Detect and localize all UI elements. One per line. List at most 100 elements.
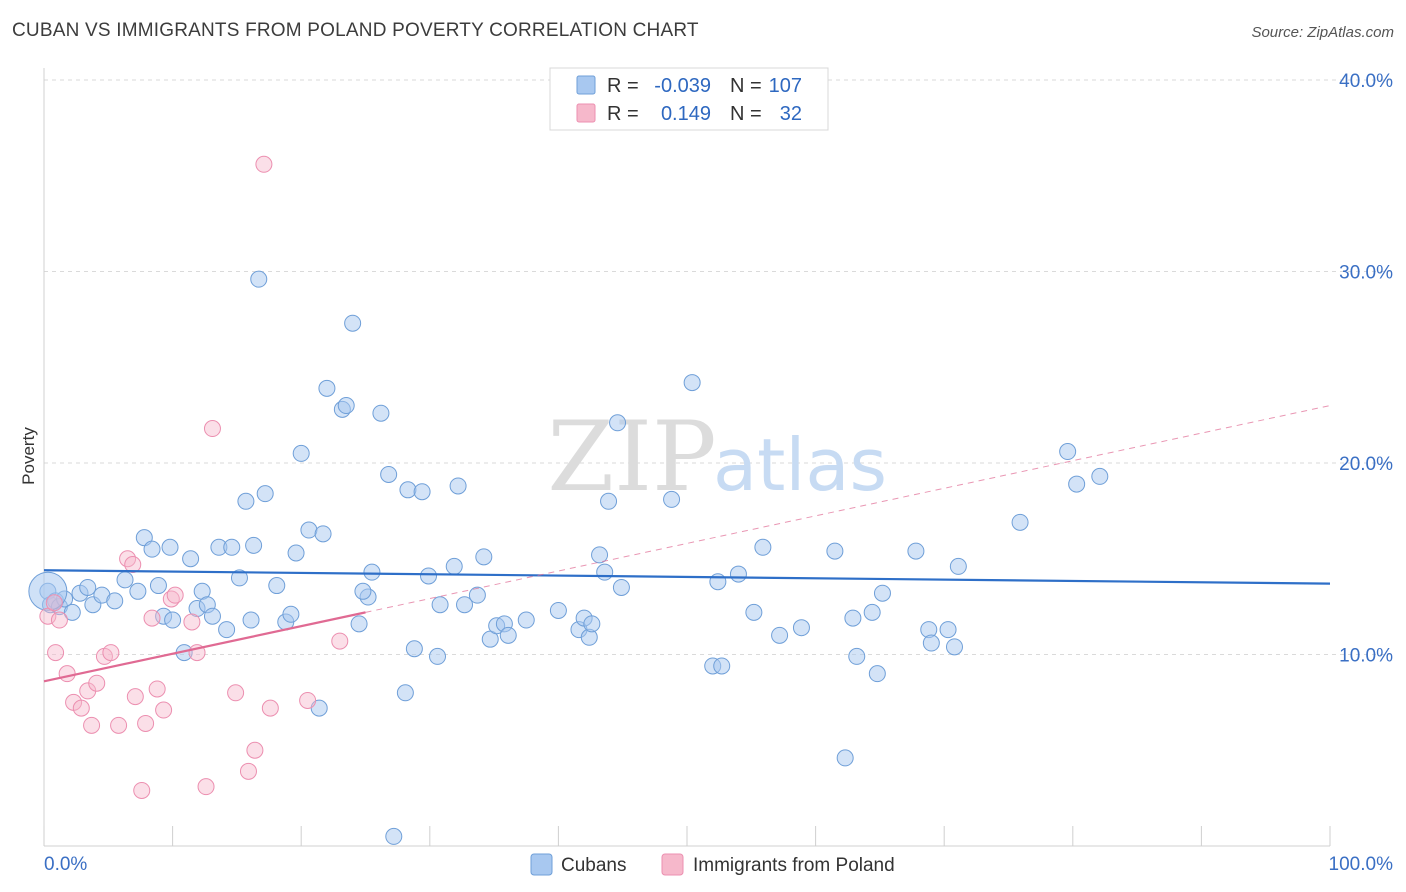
point-cubans: [429, 647, 447, 665]
point-cubans: [517, 611, 535, 629]
point-cubans: [863, 603, 881, 621]
point-cubans: [449, 477, 467, 495]
point-cubans: [292, 444, 310, 462]
point-cubans: [499, 626, 517, 644]
point-poland: [197, 778, 215, 796]
point-cubans: [549, 601, 567, 619]
point-poland: [299, 691, 317, 709]
point-cubans: [456, 596, 474, 614]
point-cubans: [396, 684, 414, 702]
chart-title: CUBAN VS IMMIGRANTS FROM POLAND POVERTY …: [12, 20, 699, 41]
point-cubans: [754, 538, 772, 556]
y-tick-label: 10.0%: [1339, 646, 1393, 667]
watermark-atlas: atlas: [713, 423, 887, 507]
point-cubans: [282, 605, 300, 623]
legend-r-label-1: R =: [607, 75, 639, 97]
point-poland: [110, 716, 128, 734]
point-cubans: [836, 749, 854, 767]
point-poland: [246, 741, 264, 759]
point-cubans: [405, 640, 423, 658]
point-cubans: [1011, 513, 1029, 531]
point-cubans: [792, 619, 810, 637]
legend-n-value-1: 107: [769, 75, 802, 97]
point-cubans: [63, 603, 81, 621]
y-tick-label: 30.0%: [1339, 263, 1393, 284]
point-cubans: [250, 270, 268, 288]
point-poland: [239, 762, 257, 780]
point-cubans: [385, 827, 403, 845]
point-poland: [126, 688, 144, 706]
point-cubans: [475, 548, 493, 566]
point-cubans: [256, 485, 274, 503]
bottom-legend-label-cubans: Cubans: [561, 855, 627, 876]
point-poland: [255, 155, 273, 173]
point-cubans: [1068, 475, 1086, 493]
point-cubans: [245, 536, 263, 554]
point-cubans: [79, 578, 97, 596]
point-cubans: [143, 540, 161, 558]
point-cubans: [106, 592, 124, 610]
point-cubans: [922, 634, 940, 652]
point-cubans: [344, 314, 362, 332]
point-cubans: [218, 621, 236, 639]
x-tick-labels: 0.0% 100.0%: [44, 854, 1393, 875]
point-cubans: [354, 582, 372, 600]
grid-lines: [44, 79, 1392, 655]
y-tick-labels: 10.0% 20.0% 30.0% 40.0%: [1339, 71, 1393, 667]
point-cubans: [242, 611, 260, 629]
top-legend: R = -0.039 N = 107 R = 0.149 N = 32: [549, 67, 829, 131]
point-poland: [102, 644, 120, 662]
point-cubans: [844, 609, 862, 627]
point-poland: [124, 555, 142, 573]
point-cubans: [1091, 467, 1109, 485]
point-cubans: [729, 565, 747, 583]
y-tick-label: 40.0%: [1339, 71, 1393, 92]
bottom-legend-label-poland: Immigrants from Poland: [693, 855, 895, 876]
watermark-zip: ZIP: [547, 401, 716, 513]
y-tick-label: 20.0%: [1339, 454, 1393, 475]
point-cubans: [350, 615, 368, 633]
point-cubans: [129, 582, 147, 600]
point-cubans: [445, 557, 463, 575]
legend-swatch-cubans: [576, 75, 596, 95]
point-cubans: [939, 621, 957, 639]
bottom-legend-swatch-cubans: [530, 853, 553, 876]
point-poland: [183, 613, 201, 631]
point-cubans: [683, 374, 701, 392]
point-cubans: [591, 546, 609, 564]
legend-swatch-poland: [576, 103, 596, 123]
point-cubans: [237, 492, 255, 510]
point-cubans: [182, 550, 200, 568]
point-cubans: [600, 492, 618, 510]
point-cubans: [771, 626, 789, 644]
point-poland: [143, 609, 161, 627]
point-poland: [203, 420, 221, 438]
series-cubans: [28, 270, 1109, 845]
legend-n-label-2: N =: [730, 103, 762, 125]
point-cubans: [164, 611, 182, 629]
point-cubans: [203, 607, 221, 625]
axes: [43, 68, 1331, 847]
x-tick-label: 0.0%: [44, 854, 87, 875]
point-cubans: [268, 577, 286, 595]
point-cubans: [149, 577, 167, 595]
watermark: ZIP atlas: [547, 401, 887, 513]
bottom-legend-swatch-poland: [661, 853, 684, 876]
y-axis-label: Poverty: [19, 427, 38, 485]
point-poland: [45, 594, 63, 612]
legend-n-label-1: N =: [730, 75, 762, 97]
point-cubans: [583, 615, 601, 633]
point-cubans: [337, 397, 355, 415]
point-cubans: [663, 490, 681, 508]
point-poland: [148, 680, 166, 698]
legend-r-label-2: R =: [607, 103, 639, 125]
point-poland: [50, 611, 68, 629]
source-label: Source: ZipAtlas.com: [1251, 24, 1394, 41]
point-cubans: [314, 525, 332, 543]
trend-line-cubans: [43, 569, 1331, 585]
legend-r-value-2: 0.149: [661, 103, 711, 125]
point-cubans: [1059, 443, 1077, 461]
point-poland: [137, 714, 155, 732]
point-cubans: [745, 603, 763, 621]
